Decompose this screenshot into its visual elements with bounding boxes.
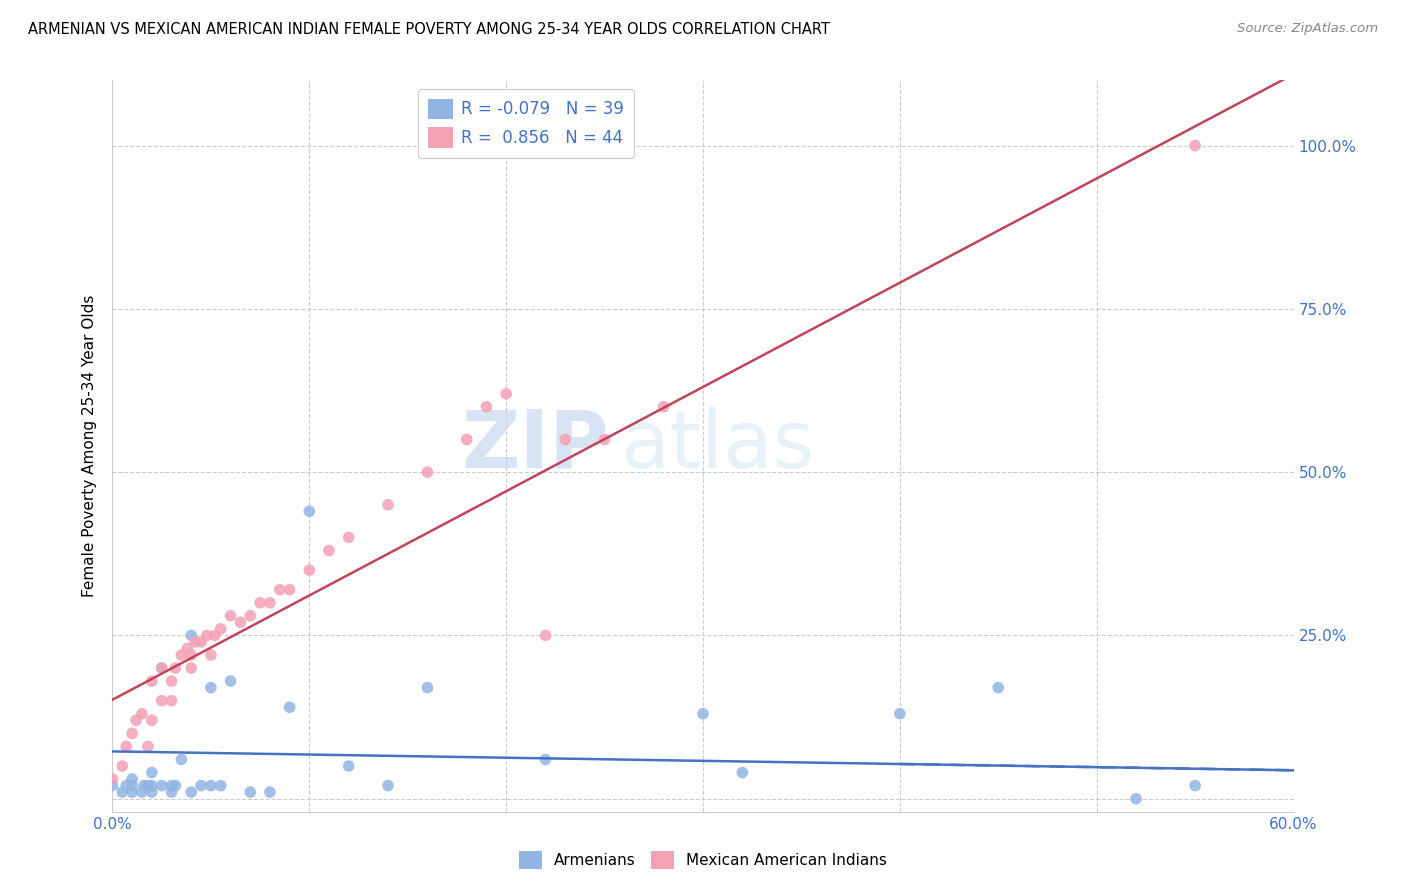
Point bbox=[132, 779, 155, 793]
Point bbox=[141, 779, 163, 793]
Legend: R = -0.079   N = 39, R =  0.856   N = 44: R = -0.079 N = 39, R = 0.856 N = 44 bbox=[418, 88, 634, 158]
Point bbox=[170, 648, 193, 662]
Point bbox=[150, 694, 173, 708]
Point bbox=[239, 785, 262, 799]
Point bbox=[180, 785, 202, 799]
Point bbox=[121, 726, 143, 740]
Point bbox=[180, 648, 202, 662]
Point bbox=[125, 714, 148, 728]
Point bbox=[141, 765, 163, 780]
Point bbox=[160, 785, 183, 799]
Point bbox=[1184, 138, 1206, 153]
Point bbox=[495, 386, 517, 401]
Point bbox=[534, 752, 557, 766]
Legend: Armenians, Mexican American Indians: Armenians, Mexican American Indians bbox=[513, 845, 893, 875]
Point bbox=[731, 765, 754, 780]
Point bbox=[180, 628, 202, 642]
Point bbox=[136, 739, 159, 754]
Point bbox=[121, 785, 143, 799]
Point bbox=[204, 628, 226, 642]
Y-axis label: Female Poverty Among 25-34 Year Olds: Female Poverty Among 25-34 Year Olds bbox=[82, 295, 97, 597]
Point bbox=[318, 543, 340, 558]
Point bbox=[229, 615, 252, 630]
Point bbox=[987, 681, 1010, 695]
Point bbox=[101, 779, 124, 793]
Point bbox=[337, 759, 360, 773]
Point bbox=[298, 504, 321, 518]
Point bbox=[141, 714, 163, 728]
Point bbox=[200, 779, 222, 793]
Point bbox=[337, 530, 360, 544]
Point bbox=[111, 759, 134, 773]
Point bbox=[170, 752, 193, 766]
Point bbox=[176, 641, 198, 656]
Point bbox=[219, 674, 242, 689]
Point bbox=[554, 433, 576, 447]
Point bbox=[249, 596, 271, 610]
Text: ARMENIAN VS MEXICAN AMERICAN INDIAN FEMALE POVERTY AMONG 25-34 YEAR OLDS CORRELA: ARMENIAN VS MEXICAN AMERICAN INDIAN FEMA… bbox=[28, 22, 830, 37]
Point bbox=[101, 772, 124, 786]
Point bbox=[1125, 791, 1147, 805]
Point bbox=[150, 661, 173, 675]
Text: atlas: atlas bbox=[620, 407, 814, 485]
Point bbox=[652, 400, 675, 414]
Point bbox=[416, 465, 439, 479]
Point bbox=[141, 785, 163, 799]
Point bbox=[534, 628, 557, 642]
Point bbox=[115, 779, 138, 793]
Point bbox=[209, 622, 232, 636]
Point bbox=[165, 779, 187, 793]
Point bbox=[150, 779, 173, 793]
Point bbox=[136, 779, 159, 793]
Point bbox=[111, 785, 134, 799]
Point bbox=[219, 608, 242, 623]
Point bbox=[475, 400, 498, 414]
Point bbox=[165, 661, 187, 675]
Point bbox=[377, 498, 399, 512]
Point bbox=[141, 674, 163, 689]
Point bbox=[200, 648, 222, 662]
Point bbox=[209, 779, 232, 793]
Point bbox=[298, 563, 321, 577]
Point bbox=[239, 608, 262, 623]
Point bbox=[259, 596, 281, 610]
Point bbox=[278, 582, 301, 597]
Point bbox=[278, 700, 301, 714]
Point bbox=[131, 706, 153, 721]
Point bbox=[1184, 779, 1206, 793]
Point bbox=[121, 772, 143, 786]
Point bbox=[195, 628, 218, 642]
Point bbox=[180, 661, 202, 675]
Point bbox=[377, 779, 399, 793]
Point bbox=[121, 779, 143, 793]
Text: ZIP: ZIP bbox=[461, 407, 609, 485]
Point bbox=[259, 785, 281, 799]
Point bbox=[889, 706, 911, 721]
Text: Source: ZipAtlas.com: Source: ZipAtlas.com bbox=[1237, 22, 1378, 36]
Point bbox=[692, 706, 714, 721]
Point bbox=[160, 694, 183, 708]
Point bbox=[456, 433, 478, 447]
Point bbox=[160, 674, 183, 689]
Point bbox=[150, 661, 173, 675]
Point bbox=[190, 635, 212, 649]
Point bbox=[131, 785, 153, 799]
Point bbox=[190, 779, 212, 793]
Point bbox=[416, 681, 439, 695]
Point bbox=[200, 681, 222, 695]
Point bbox=[593, 433, 616, 447]
Point bbox=[269, 582, 291, 597]
Point bbox=[160, 779, 183, 793]
Point bbox=[184, 635, 207, 649]
Point bbox=[115, 739, 138, 754]
